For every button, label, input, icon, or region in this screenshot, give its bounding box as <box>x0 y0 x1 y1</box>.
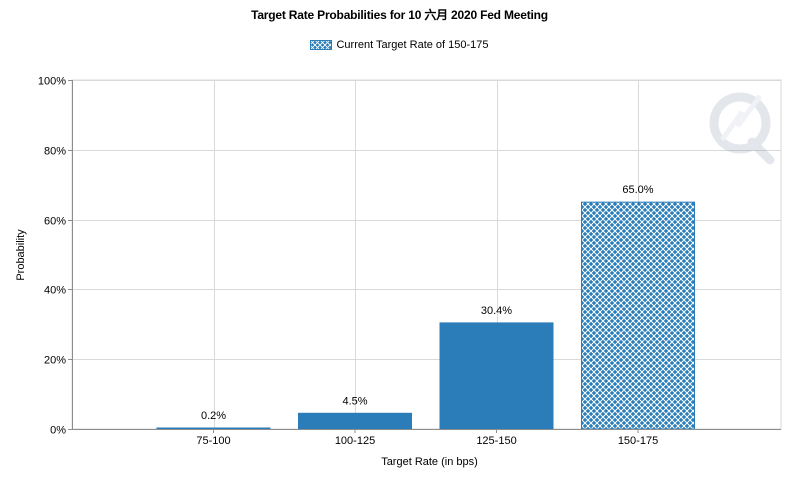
data-label: 0.2% <box>201 410 226 422</box>
y-tick-label: 0% <box>50 425 66 437</box>
x-tick-label: 150-175 <box>618 435 658 447</box>
y-axis-label: Probability <box>15 229 27 281</box>
data-label: 4.5% <box>342 395 367 407</box>
bar <box>439 322 554 430</box>
y-tick-label: 40% <box>44 285 66 297</box>
y-tick-label: 100% <box>38 76 66 88</box>
chart-title: Target Rate Probabilities for 10 六月 2020… <box>251 8 548 22</box>
bar <box>298 412 412 430</box>
bar <box>581 201 695 430</box>
legend: Current Target Rate of 150-175 <box>0 39 799 53</box>
data-label: 30.4% <box>481 305 512 317</box>
watermark-logo-icon <box>709 92 775 165</box>
x-axis-label: Target Rate (in bps) <box>381 456 478 468</box>
legend-swatch <box>310 40 333 50</box>
y-tick-label: 20% <box>44 355 66 367</box>
x-tick-label: 100-125 <box>335 435 375 447</box>
bar <box>156 427 271 430</box>
x-tick-label: 125-150 <box>476 435 516 447</box>
y-tick-label: 80% <box>44 146 66 158</box>
legend-label: Current Target Rate of 150-175 <box>336 39 489 51</box>
data-label: 65.0% <box>622 184 653 196</box>
y-tick-label: 60% <box>44 216 66 228</box>
x-tick-label: 75-100 <box>196 435 230 447</box>
